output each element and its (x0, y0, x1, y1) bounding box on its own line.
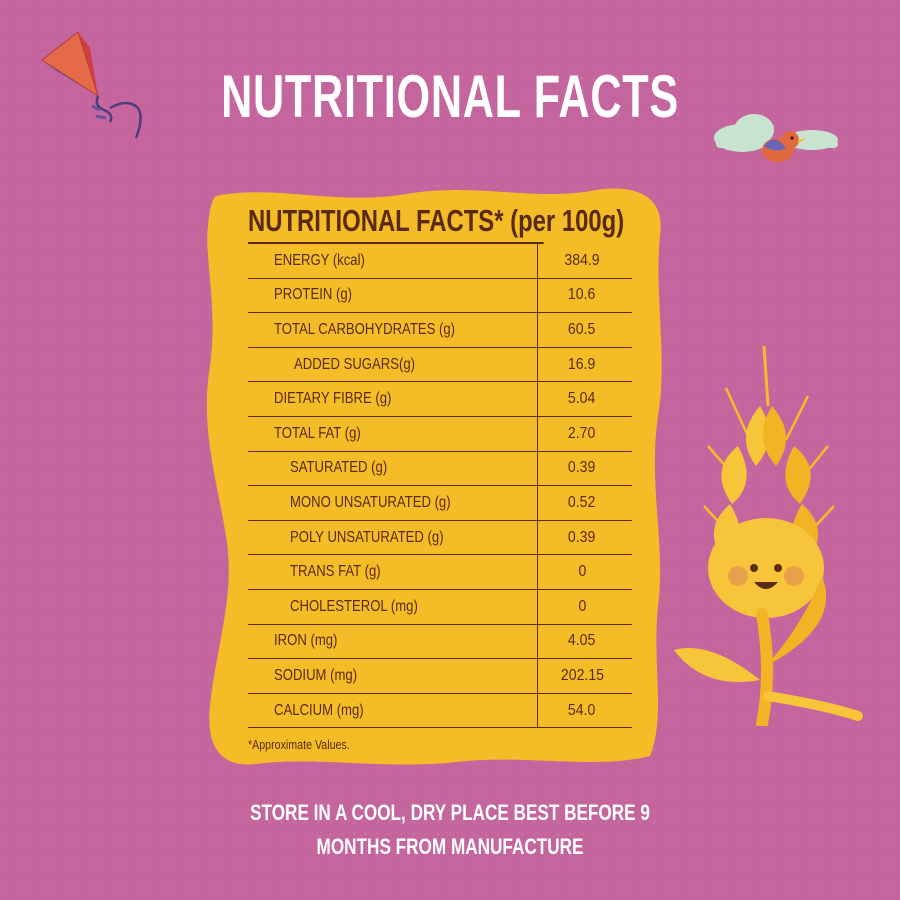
row-label-cell: TOTAL FAT (g) (248, 416, 538, 451)
nutrient-label: TOTAL CARBOHYDRATES (g) (274, 320, 456, 338)
table-row: ENERGY (kcal) 384.9 (248, 244, 632, 279)
row-label-cell: PROTEIN (g) (248, 278, 538, 313)
nutrient-value: 5.04 (568, 390, 596, 408)
row-value-cell: 54.0 (538, 702, 632, 720)
table-row: PROTEIN (g) 10.6 (248, 278, 632, 314)
row-label-cell: SATURATED (g) (248, 451, 538, 486)
nutrient-label: MONO UNSATURATED (g) (290, 493, 451, 511)
row-value-cell: 10.6 (538, 286, 632, 304)
table-row: SODIUM (mg) 202.15 (248, 659, 632, 694)
storage-instructions: STORE IN A COOL, DRY PLACE BEST BEFORE 9… (150, 796, 750, 864)
nutrient-label: ADDED SUGARS(g) (294, 355, 416, 373)
row-label-cell: CALCIUM (mg) (248, 693, 538, 728)
row-label-cell: ENERGY (kcal) (248, 244, 538, 278)
row-label-cell: IRON (mg) (248, 624, 538, 659)
row-value-cell: 60.5 (538, 321, 632, 339)
bird-on-cloud-icon (714, 114, 838, 162)
row-value-cell: 4.05 (538, 632, 632, 650)
row-value-cell: 0 (538, 563, 632, 581)
nutrient-value: 384.9 (564, 251, 600, 269)
storage-line-2: MONTHS FROM MANUFACTURE (316, 834, 584, 859)
row-label-cell: SODIUM (mg) (248, 659, 538, 693)
nutrient-label: ENERGY (kcal) (274, 251, 365, 269)
row-label-cell: TOTAL CARBOHYDRATES (g) (248, 313, 538, 347)
footnote: *Approximate Values. (248, 737, 350, 752)
row-value-cell: 384.9 (538, 252, 632, 270)
nutrient-label: PROTEIN (g) (274, 286, 353, 304)
table-row: MONO UNSATURATED (g) 0.52 (248, 486, 632, 521)
row-label-cell: MONO UNSATURATED (g) (248, 486, 538, 520)
row-value-cell: 16.9 (538, 356, 632, 374)
nutrient-value: 0.52 (568, 493, 596, 511)
nutrient-label: POLY UNSATURATED (g) (290, 528, 444, 546)
kite-icon (41, 31, 142, 139)
nutrient-label: SATURATED (g) (290, 459, 388, 477)
storage-line-1: STORE IN A COOL, DRY PLACE BEST BEFORE 9 (250, 800, 650, 825)
nutrient-value: 10.6 (568, 286, 596, 304)
row-value-cell: 202.15 (538, 667, 632, 685)
row-value-cell: 5.04 (538, 390, 632, 408)
nutrient-value: 0 (578, 597, 586, 615)
page-title: NUTRITIONAL FACTS (221, 63, 679, 130)
nutrient-label: CHOLESTEROL (mg) (290, 597, 418, 615)
row-value-cell: 0 (538, 598, 632, 616)
nutrient-value: 60.5 (568, 320, 596, 338)
table-row: SATURATED (g) 0.39 (248, 451, 632, 487)
row-label-cell: CHOLESTEROL (mg) (248, 589, 538, 624)
nutrient-value: 0.39 (568, 528, 596, 546)
nutrition-panel-background (206, 188, 662, 765)
table-row: CALCIUM (mg) 54.0 (248, 693, 632, 729)
row-label-cell: DIETARY FIBRE (g) (248, 382, 538, 416)
nutrient-label: TOTAL FAT (g) (274, 424, 361, 442)
table-row: TOTAL CARBOHYDRATES (g) 60.5 (248, 313, 632, 348)
nutrient-value: 54.0 (568, 701, 596, 719)
nutrition-table: NUTRITIONAL FACTS* (per 100g) ENERGY (kc… (248, 200, 632, 729)
nutrient-value: 0 (578, 563, 586, 581)
table-title: NUTRITIONAL FACTS* (per 100g) (248, 200, 624, 244)
smiling-wheat-icon (674, 345, 863, 726)
row-label-cell: TRANS FAT (g) (248, 555, 538, 589)
nutrient-value: 16.9 (568, 355, 596, 373)
table-row: CHOLESTEROL (mg) 0 (248, 589, 632, 625)
row-value-cell: 2.70 (538, 425, 632, 443)
nutrient-value: 4.05 (568, 632, 596, 650)
table-row: ADDED SUGARS(g) 16.9 (248, 347, 632, 383)
nutrient-value: 2.70 (568, 424, 596, 442)
nutrient-label: TRANS FAT (g) (290, 563, 381, 581)
row-label-cell: ADDED SUGARS(g) (248, 347, 538, 382)
nutrient-value: 0.39 (568, 459, 596, 477)
row-value-cell: 0.39 (538, 459, 632, 477)
nutrient-label: DIETARY FIBRE (g) (274, 390, 392, 408)
table-row: TRANS FAT (g) 0 (248, 555, 632, 590)
row-value-cell: 0.52 (538, 494, 632, 512)
nutrient-label: CALCIUM (mg) (274, 701, 364, 719)
row-label-cell: POLY UNSATURATED (g) (248, 520, 538, 555)
nutrient-label: SODIUM (mg) (274, 666, 358, 684)
table-row: IRON (mg) 4.05 (248, 624, 632, 660)
nutrient-value: 202.15 (560, 666, 604, 684)
table-row: TOTAL FAT (g) 2.70 (248, 416, 632, 452)
table-row: POLY UNSATURATED (g) 0.39 (248, 520, 632, 556)
nutrient-label: IRON (mg) (274, 632, 338, 650)
row-value-cell: 0.39 (538, 529, 632, 547)
table-row: DIETARY FIBRE (g) 5.04 (248, 382, 632, 417)
